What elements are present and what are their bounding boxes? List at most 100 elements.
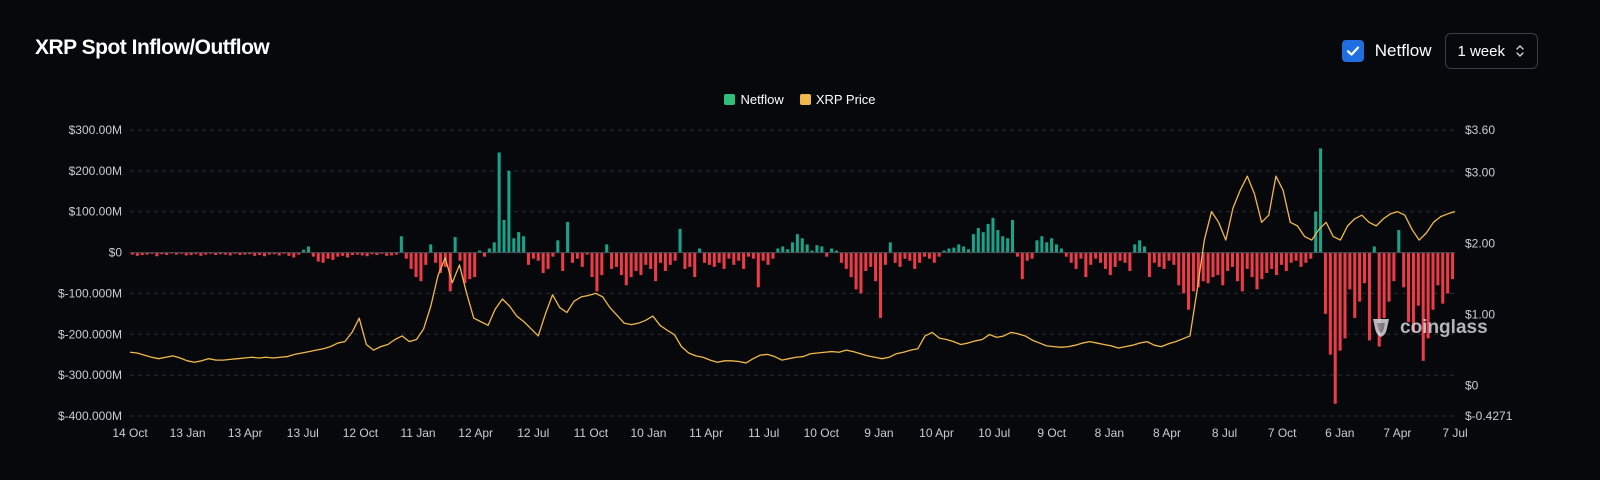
netflow-bar [1358, 252, 1362, 302]
netflow-bar [512, 238, 516, 253]
netflow-bar [644, 252, 648, 265]
xrp-price-line [129, 175, 1456, 364]
x-axis-tick-label: 10 Apr [919, 426, 954, 440]
netflow-bar [341, 252, 345, 256]
netflow-bar [375, 252, 379, 256]
netflow-bar [746, 252, 751, 257]
netflow-bar [1108, 252, 1112, 276]
netflow-bar [1304, 252, 1308, 263]
netflow-bar [1103, 252, 1107, 269]
netflow-bar [541, 252, 545, 273]
netflow-bar [776, 248, 780, 253]
netflow-bar [1250, 252, 1254, 278]
netflow-bar [253, 252, 257, 256]
netflow-bar [556, 240, 560, 253]
x-axis-tick-label: 10 Oct [804, 426, 840, 440]
netflow-bar [844, 252, 848, 269]
netflow-bar [536, 252, 540, 261]
netflow-bar [262, 252, 266, 257]
netflow-bar [1392, 252, 1396, 282]
netflow-bar [1015, 252, 1019, 257]
netflow-bar [1187, 252, 1191, 310]
right-axis-tick-label: $3.60 [1465, 123, 1495, 137]
netflow-bar [238, 252, 242, 256]
netflow-bar [1441, 252, 1445, 304]
x-axis-tick-label: 13 Apr [228, 426, 263, 440]
chart-controls: Netflow 1 week [1341, 33, 1538, 69]
netflow-bar [610, 252, 614, 269]
netflow-bar [1182, 252, 1186, 294]
x-axis-tick-label: 13 Jul [287, 426, 319, 440]
x-axis-tick-label: 7 Apr [1383, 426, 1411, 440]
netflow-bar [839, 252, 843, 263]
netflow-bar [517, 232, 521, 253]
netflow-bar [1367, 252, 1371, 341]
netflow-bar [458, 252, 462, 261]
watermark-text: coinglass [1400, 317, 1488, 338]
netflow-bar [996, 230, 1000, 253]
netflow-bar [346, 252, 350, 258]
netflow-bar [1020, 252, 1024, 280]
netflow-bar [272, 252, 276, 255]
netflow-bar [566, 221, 570, 253]
netflow-bar [1167, 252, 1171, 261]
netflow-bar [761, 252, 765, 261]
chart-title: XRP Spot Inflow/Outflow [35, 36, 270, 59]
left-axis-tick-label: $0 [109, 246, 123, 260]
netflow-bar [507, 170, 511, 253]
legend-swatch-xrp-price [799, 94, 811, 105]
netflow-bar [683, 252, 687, 269]
netflow-bar [1006, 238, 1010, 253]
netflow-bar [1231, 252, 1235, 267]
legend-item-netflow[interactable]: Netflow [724, 92, 784, 107]
netflow-bar [468, 252, 472, 280]
netflow-bar [1348, 252, 1352, 290]
netflow-bar [937, 252, 941, 257]
netflow-bar [923, 252, 927, 257]
netflow-bar [404, 252, 408, 259]
netflow-bar [874, 252, 878, 282]
netflow-bar [678, 228, 682, 253]
netflow-bar [184, 252, 188, 256]
netflow-bar [1226, 252, 1230, 271]
netflow-bar [1416, 252, 1420, 306]
netflow-bar [214, 252, 218, 256]
netflow-bar [575, 252, 579, 259]
netflow-bar [1059, 248, 1063, 253]
netflow-bar [497, 152, 501, 253]
netflow-bar [766, 252, 770, 265]
netflow-bar [595, 252, 599, 292]
netflow-bar [590, 252, 594, 278]
netflow-bar [1255, 252, 1259, 290]
netflow-bar [688, 252, 692, 267]
legend-item-xrp-price[interactable]: XRP Price [799, 92, 876, 107]
netflow-bar [947, 248, 951, 253]
netflow-bar [155, 252, 159, 257]
netflow-bar [639, 252, 643, 276]
netflow-bar [1397, 230, 1401, 253]
netflow-bar [976, 228, 980, 253]
netflow-bar [223, 252, 227, 255]
netflow-bar [658, 252, 662, 263]
x-axis-tick-label: 12 Apr [458, 426, 493, 440]
x-axis-tick-label: 9 Jan [864, 426, 893, 440]
legend-swatch-netflow [724, 94, 736, 105]
x-axis-tick-label: 13 Jan [170, 426, 206, 440]
netflow-bar [360, 252, 364, 256]
netflow-bar [834, 250, 839, 253]
netflow-bar [1001, 236, 1005, 253]
netflow-bar [419, 252, 423, 282]
netflow-toggle[interactable]: Netflow [1341, 40, 1431, 62]
netflow-bar [487, 248, 491, 253]
period-select[interactable]: 1 week [1445, 33, 1538, 69]
netflow-bar [1309, 252, 1313, 259]
checkbox-checked-icon[interactable] [1341, 40, 1364, 62]
netflow-bar [277, 252, 281, 256]
netflow-bar [1377, 252, 1381, 347]
netflow-bar [1074, 252, 1078, 269]
netflow-bar [1035, 240, 1039, 253]
netflow-bar [1162, 252, 1166, 269]
netflow-bar [150, 252, 154, 254]
netflow-bar [693, 252, 697, 278]
netflow-bar [189, 252, 193, 256]
